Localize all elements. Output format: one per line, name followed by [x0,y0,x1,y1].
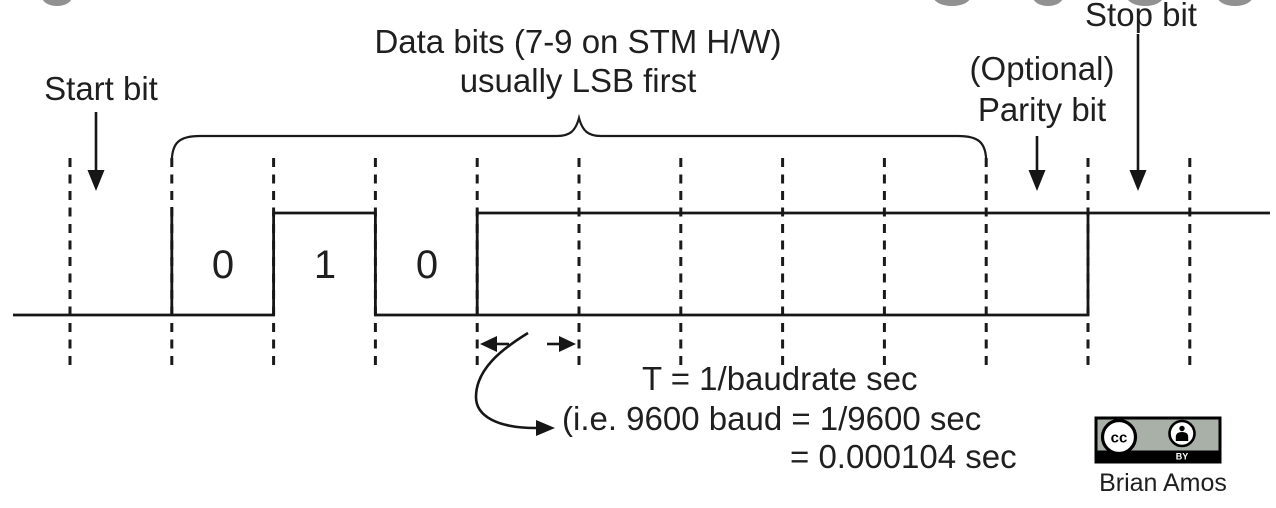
cc-badge: cc BY [1094,416,1222,464]
data-bits-brace [170,113,988,163]
stop-bit-arrow [1129,34,1147,191]
start-bit-arrow [87,112,105,191]
waveform-high-envelope [475,211,1270,315]
stop-bit-arrowhead [1129,170,1147,191]
person-icon-head [1179,425,1185,432]
start-bit-arrowhead [87,170,105,191]
parity-bit-arrowhead [1028,170,1046,191]
start-bit-label: Start bit [44,70,158,107]
curved-pointer-arrow [474,331,555,436]
baudrate-example-line1: (i.e. 9600 baud = 1/9600 sec [562,400,981,437]
cropped-circle-fragment [1128,0,1162,6]
cropped-circle-fragment [1033,0,1063,6]
top-cropped-fragments [42,0,1252,6]
baudrate-example-line2: = 0.000104 sec [790,438,1017,475]
bit-value-0: 0 [212,243,234,287]
curved-pointer-shaft [474,331,537,430]
by-label: BY [1176,452,1189,462]
bit-period-measure [480,336,576,352]
optional-label: (Optional) [970,50,1115,87]
curved-pointer-arrowhead [536,420,555,436]
baudrate-formula: T = 1/baudrate sec [642,360,918,397]
author-credit: Brian Amos [1099,469,1227,497]
cropped-circle-fragment [42,0,72,6]
waveform [13,207,1270,317]
stop-bit-label: Stop bit [1085,0,1197,33]
cc-logo-icon [1100,418,1138,456]
cc-logo-text: cc [1111,430,1128,447]
cropped-circle-fragment [934,0,970,6]
measure-left-arrowhead [480,336,497,352]
parity-bit-arrow [1028,136,1046,191]
bit-value-1: 1 [314,243,336,287]
parity-bit-label: Parity bit [978,91,1106,128]
person-icon-body [1175,432,1189,441]
data-bits-label-line1: Data bits (7-9 on STM H/W) [374,23,781,60]
bit-value-2: 0 [416,243,438,287]
cc-badge-bottom-strip [1097,450,1219,461]
cropped-circle-fragment [1218,0,1252,6]
data-bits-label-line2: usually LSB first [460,62,697,99]
bit-boundary-gridlines [68,158,1192,366]
measure-right-arrowhead [559,336,576,352]
waveform-low-and-pulse [13,211,1090,317]
